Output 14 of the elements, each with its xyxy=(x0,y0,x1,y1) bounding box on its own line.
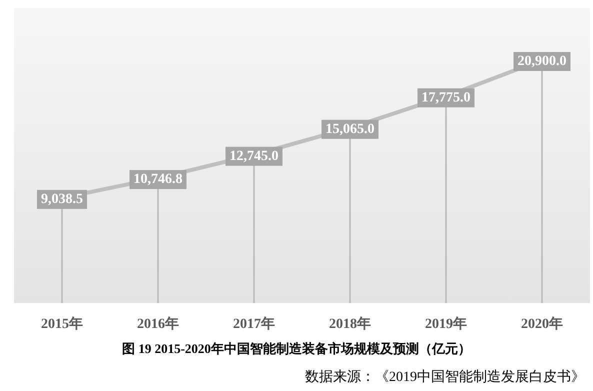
x-tick-label: 2019年 xyxy=(425,316,467,332)
x-tick-label: 2018年 xyxy=(329,316,371,332)
source-note: 数据来源：《2019中国智能制造发展白皮书》 xyxy=(305,369,585,385)
data-label: 9,038.5 xyxy=(41,192,83,207)
data-label: 10,746.8 xyxy=(134,172,182,188)
data-label: 15,065.0 xyxy=(326,122,374,137)
x-tick-label: 2017年 xyxy=(233,316,275,332)
data-label: 12,745.0 xyxy=(230,148,278,164)
data-label: 17,775.0 xyxy=(422,90,470,106)
x-tick-label: 2015年 xyxy=(41,316,83,332)
data-label: 20,900.0 xyxy=(518,54,566,69)
x-tick-label: 2016年 xyxy=(137,316,179,332)
text: 图 19 2015-2020年中国智能制造装备市场规模及预测（亿元） xyxy=(122,341,471,356)
x-tick-label: 2020年 xyxy=(521,316,563,332)
